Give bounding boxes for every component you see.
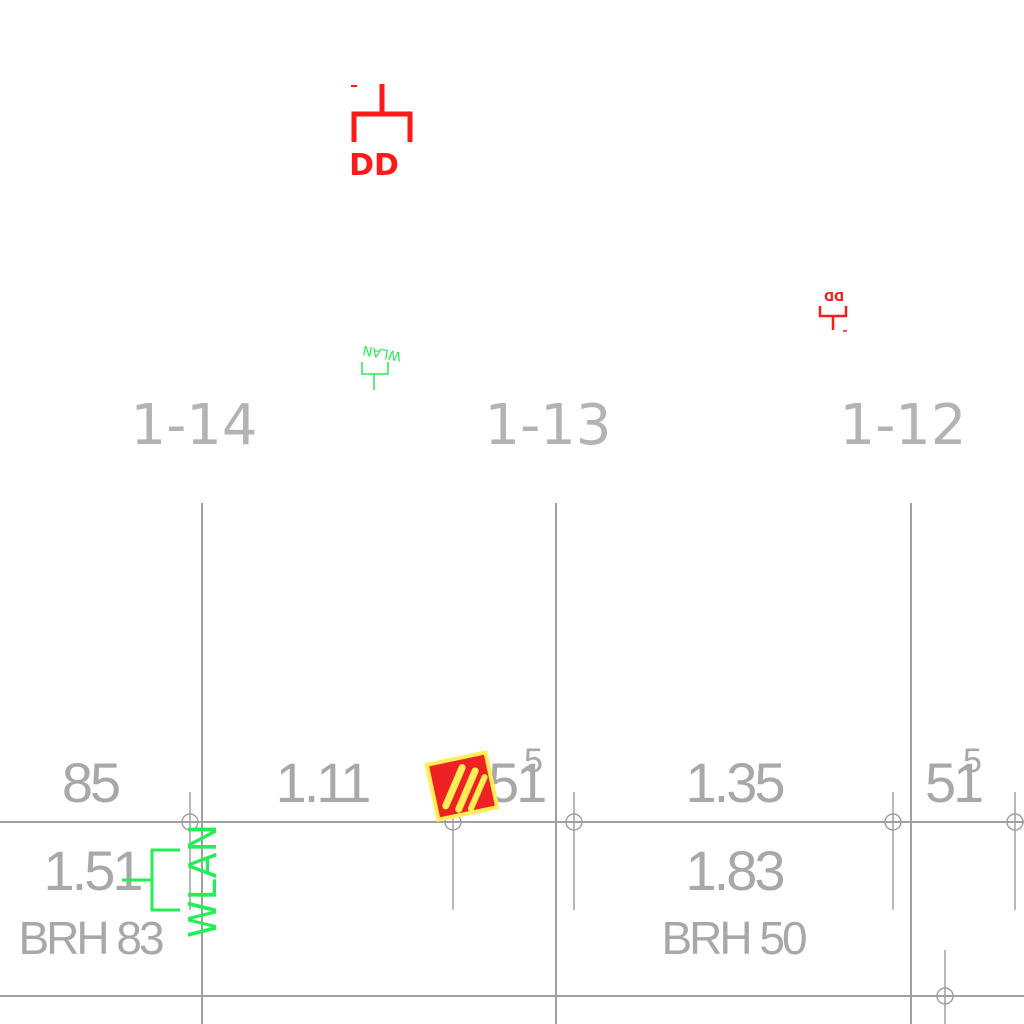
dimension-ticks <box>181 792 1024 1024</box>
data-socket-label: DD <box>349 148 399 183</box>
axis-label-1-14: 1-14 <box>130 393 257 458</box>
wlan-small-icon: WLAN <box>361 342 403 390</box>
wlan-access-point-icon: WLAN <box>122 824 225 938</box>
axis-label-1-12: 1-12 <box>839 393 966 458</box>
data-socket-small-label: DD <box>824 289 844 303</box>
axis-label-1-13: 1-13 <box>484 393 611 458</box>
dimension-51-b: 51 <box>925 751 982 814</box>
hazard-marker-icon <box>424 750 500 822</box>
dimension-85: 85 <box>62 751 119 814</box>
tick-marker <box>1006 792 1024 910</box>
dimension-51-a-superscript: 5 <box>524 742 543 780</box>
tick-marker <box>181 792 199 910</box>
tick-marker <box>884 792 902 910</box>
data-socket-small-icon: DD <box>818 289 848 332</box>
tick-marker <box>565 792 583 910</box>
wlan-label: WLAN <box>181 824 225 938</box>
wlan-small-label: WLAN <box>362 342 403 364</box>
data-socket-icon: DD <box>349 84 413 183</box>
dimension-51-b-superscript: 5 <box>963 742 982 780</box>
opening-label-brh83: BRH 83 <box>18 912 162 964</box>
tick-marker <box>936 950 954 1024</box>
opening-label-brh50: BRH 50 <box>661 912 805 964</box>
dimension-1-11: 1.11 <box>276 751 370 814</box>
dimension-1-51: 1.51 <box>44 839 142 902</box>
dimension-1-83: 1.83 <box>686 839 784 902</box>
axis-grid <box>0 503 1024 1024</box>
dimension-1-35: 1.35 <box>686 751 784 814</box>
